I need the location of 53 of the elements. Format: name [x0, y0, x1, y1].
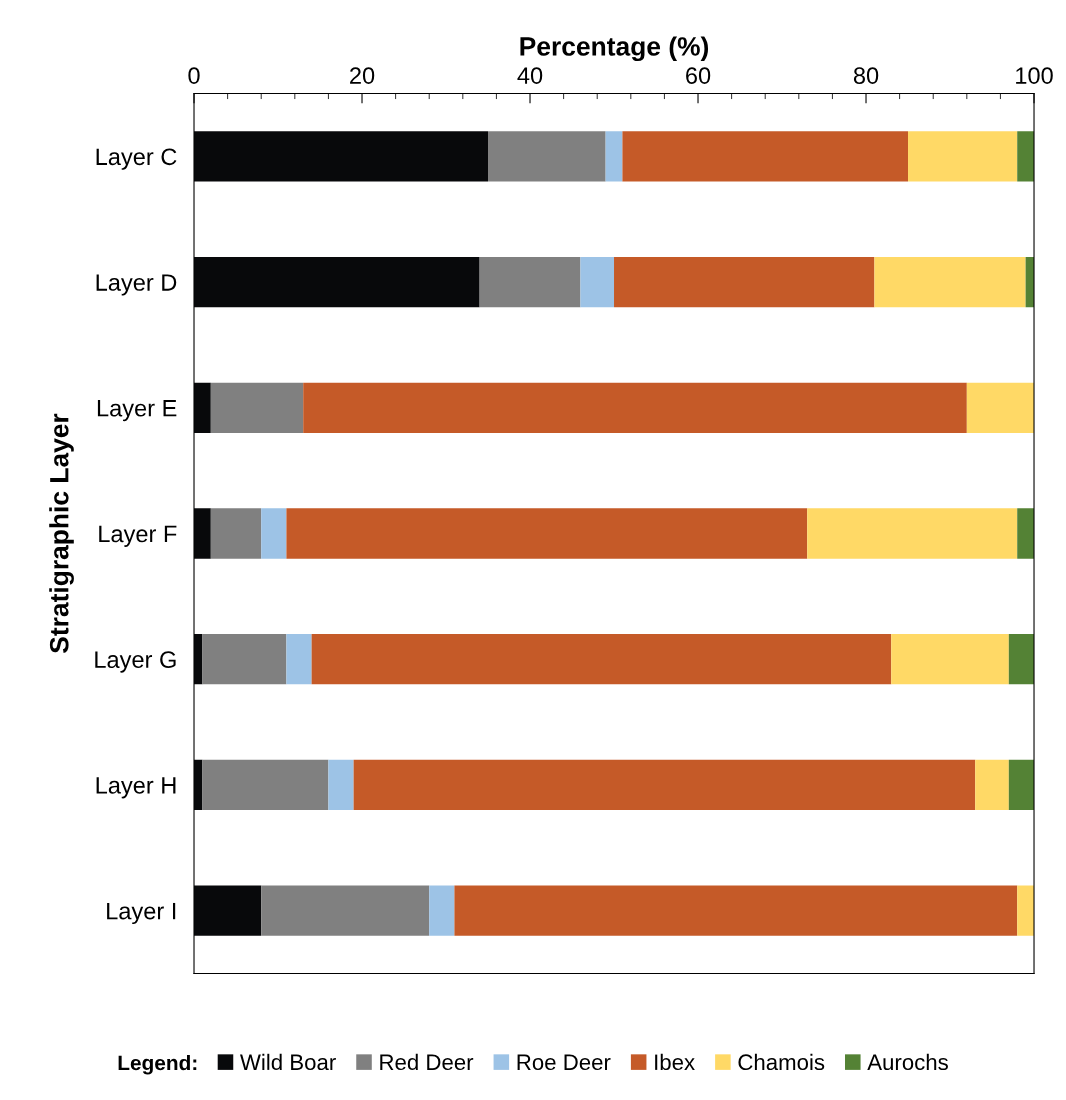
bar [1017, 885, 1035, 936]
bar [975, 759, 1009, 811]
bar [891, 634, 1009, 685]
bar [807, 508, 1018, 559]
bar [874, 256, 1026, 308]
bar [261, 508, 287, 559]
legend-label: Red Deer [380, 1053, 474, 1071]
legend-label: Ibex [655, 1053, 695, 1071]
legend-label: Wild Boar [240, 1053, 336, 1071]
bar [1017, 131, 1035, 182]
bar [210, 508, 262, 559]
y-tick-label: Layer D [96, 274, 177, 296]
bar [908, 131, 1018, 182]
y-axis-title: Stratigraphic Layer [49, 413, 74, 653]
bar [605, 131, 623, 182]
x-axis-title: Percentage (%) [520, 36, 709, 62]
bar [286, 508, 808, 559]
y-tick-label: Layer F [99, 525, 177, 547]
y-tick-label: Layer G [95, 651, 176, 673]
bar [1017, 508, 1035, 559]
bar [488, 131, 606, 182]
x-tick-label: 20 [350, 67, 375, 84]
bar [303, 382, 967, 433]
bar [328, 759, 354, 811]
bar [353, 759, 976, 811]
bar [622, 131, 909, 182]
legend-label: Aurochs [867, 1053, 948, 1071]
bar [210, 382, 304, 433]
bar [966, 382, 1035, 433]
legend-title: Legend: [118, 1054, 197, 1075]
y-tick-label: Layer H [96, 777, 176, 799]
bar [614, 256, 875, 308]
x-tick-label: 100 [1016, 67, 1053, 84]
y-tick-label: Layer I [107, 902, 176, 925]
x-tick-label: 0 [188, 67, 200, 84]
x-tick-label: 40 [517, 67, 543, 84]
legend-label: Chamois [738, 1053, 825, 1071]
bar [202, 634, 287, 685]
bar [454, 885, 1018, 936]
bar [479, 256, 581, 308]
y-tick-label: Layer E [97, 400, 177, 422]
bar [261, 885, 430, 936]
bar [1008, 634, 1035, 685]
bar [429, 885, 455, 936]
bar [580, 256, 615, 308]
bar [286, 634, 312, 685]
x-tick-label: 60 [686, 67, 711, 84]
y-tick-label: Layer C [96, 148, 177, 170]
bar [311, 634, 892, 685]
legend-label: Roe Deer [517, 1054, 611, 1071]
bar [1008, 759, 1035, 811]
x-tick-label: 80 [853, 67, 879, 84]
bar [202, 759, 329, 811]
